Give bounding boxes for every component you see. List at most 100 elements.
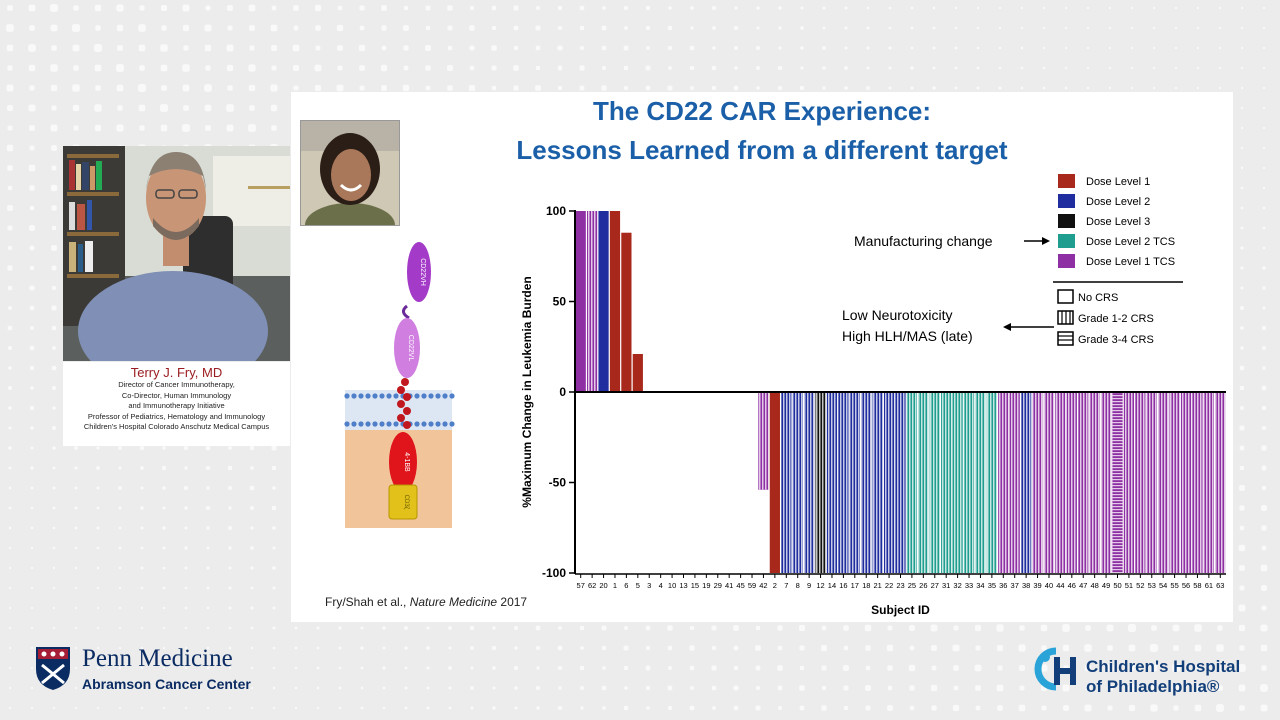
background-dot: [9, 607, 11, 609]
bar-crs-overlay: [1215, 392, 1226, 573]
background-dot: [865, 665, 871, 671]
background-dot: [756, 66, 760, 70]
background-dot: [646, 46, 650, 50]
background-dot: [1194, 644, 1202, 652]
background-dot: [30, 566, 34, 570]
background-dot: [1260, 624, 1268, 632]
background-dot: [1020, 86, 1024, 90]
x-tick-label: 39: [1033, 581, 1041, 590]
background-dot: [426, 626, 430, 630]
background-dot: [624, 26, 628, 30]
background-dot: [1197, 47, 1199, 49]
bar-crs-overlay: [1021, 392, 1032, 573]
background-dot: [1109, 67, 1111, 69]
background-dot: [778, 86, 782, 90]
background-dot: [52, 426, 56, 430]
background-dot: [535, 85, 541, 91]
x-tick-label: 62: [588, 581, 596, 590]
background-dot: [51, 145, 57, 151]
background-dot: [1261, 605, 1267, 611]
background-dot: [96, 586, 100, 590]
background-dot: [426, 686, 430, 690]
background-dot: [1150, 704, 1158, 712]
background-dot: [976, 86, 980, 90]
background-dot: [822, 46, 826, 50]
bar-crs-overlay: [861, 392, 872, 573]
background-dot: [97, 647, 99, 649]
x-tick-label: 3: [647, 581, 651, 590]
bar-crs-overlay: [1032, 392, 1043, 573]
background-dot: [272, 546, 276, 550]
background-dot: [668, 666, 672, 670]
background-dot: [734, 666, 738, 670]
background-dot: [6, 24, 14, 32]
speaker-title-line: Children's Hospital Colorado Anschutz Me…: [83, 422, 270, 432]
background-dot: [7, 105, 13, 111]
background-dot: [426, 666, 430, 670]
background-dot: [756, 26, 760, 30]
bar-crs-overlay: [1112, 392, 1123, 573]
background-dot: [50, 24, 58, 32]
background-dot: [315, 25, 321, 31]
background-dot: [866, 66, 870, 70]
background-dot: [9, 627, 11, 629]
background-dot: [1239, 585, 1245, 591]
background-dot: [1062, 684, 1070, 692]
background-dot: [1175, 27, 1177, 29]
background-dot: [248, 4, 256, 12]
background-dot: [1084, 664, 1092, 672]
background-dot: [1019, 665, 1025, 671]
chop-name-line2: of Philadelphia®: [1086, 677, 1220, 696]
background-dot: [1194, 684, 1202, 692]
background-dot: [777, 625, 783, 631]
bar-crs-overlay: [1192, 392, 1203, 573]
bar-crs-overlay: [1043, 392, 1055, 573]
background-dot: [207, 687, 209, 689]
x-tick-label: 38: [1022, 581, 1030, 590]
background-dot: [1087, 47, 1089, 49]
background-dot: [1194, 704, 1202, 712]
background-dot: [536, 6, 540, 10]
background-dot: [1240, 306, 1244, 310]
background-dot: [1109, 27, 1111, 29]
background-dot: [31, 687, 33, 689]
background-dot: [272, 606, 276, 610]
background-dot: [52, 406, 56, 410]
background-dot: [31, 667, 33, 669]
background-dot: [1129, 665, 1135, 671]
background-dot: [755, 705, 761, 711]
background-dot: [30, 326, 34, 330]
background-dot: [250, 466, 254, 470]
background-dot: [822, 66, 826, 70]
background-dot: [1065, 7, 1067, 9]
background-dot: [403, 45, 409, 51]
background-dot: [358, 44, 366, 52]
background-dot: [9, 647, 11, 649]
slide-title-line2: Lessons Learned from a different target: [516, 135, 1008, 165]
x-tick-label: 32: [953, 581, 961, 590]
background-dot: [447, 45, 453, 51]
background-dot: [118, 586, 122, 590]
background-dot: [140, 546, 144, 550]
background-dot: [1175, 47, 1177, 49]
background-dot: [1153, 27, 1155, 29]
background-dot: [1239, 425, 1245, 431]
background-dot: [94, 124, 102, 132]
background-dot: [425, 45, 431, 51]
background-dot: [1238, 624, 1246, 632]
bar-crs-overlay: [1169, 392, 1180, 573]
background-dot: [359, 85, 365, 91]
background-dot: [1261, 665, 1267, 671]
background-dot: [690, 86, 694, 90]
background-dot: [887, 625, 893, 631]
background-dot: [733, 705, 739, 711]
x-tick-label: 25: [908, 581, 916, 590]
background-dot: [117, 105, 123, 111]
background-dot: [29, 305, 35, 311]
background-dot: [1106, 664, 1114, 672]
background-dot: [932, 6, 936, 10]
background-dot: [273, 707, 275, 709]
background-dot: [469, 625, 475, 631]
background-dot: [1240, 406, 1244, 410]
background-dot: [119, 667, 121, 669]
